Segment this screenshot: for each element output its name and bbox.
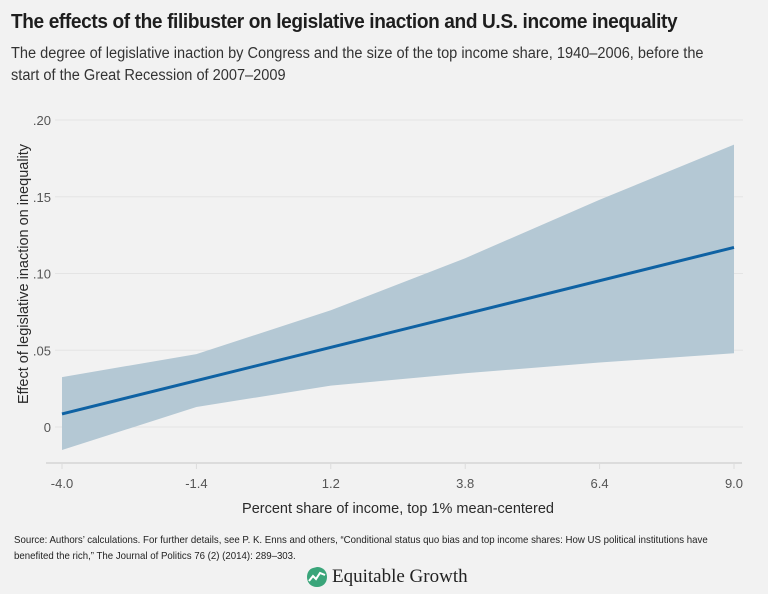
- x-tick-label: 6.4: [591, 476, 609, 491]
- source-note: Source: Authors’ calculations. For furth…: [14, 534, 708, 562]
- y-tick-label: .05: [33, 343, 51, 358]
- y-tick-label: 0: [44, 420, 51, 435]
- chart-subtitle: The degree of legislative inaction by Co…: [11, 45, 704, 84]
- x-tick-label: 9.0: [725, 476, 743, 491]
- growth-chart-leaf-icon: [307, 567, 327, 587]
- x-tick-label: -1.4: [185, 476, 207, 491]
- y-axis-label: Effect of legislative inaction on inequa…: [16, 143, 32, 404]
- y-tick-label: .20: [33, 113, 51, 128]
- y-tick-label: .15: [33, 190, 51, 205]
- y-tick-label: .10: [33, 267, 51, 282]
- x-tick-label: 3.8: [456, 476, 474, 491]
- x-axis-label: Percent share of income, top 1% mean-cen…: [242, 501, 554, 517]
- x-tick-label: -4.0: [51, 476, 73, 491]
- confidence-band: [62, 144, 734, 450]
- chart-svg: -4.0 -1.4 1.2 3.8 6.4 9.0 0 .05 .10 .15 .20 Perce…: [16, 113, 743, 517]
- logo-text: Equitable Growth: [332, 566, 468, 587]
- chart-title: The effects of the filibuster on legisla…: [11, 10, 678, 33]
- y-ticks: 0 .05 .10 .15 .20: [33, 113, 51, 435]
- x-ticks: -4.0 -1.4 1.2 3.8 6.4 9.0: [51, 464, 743, 491]
- equitable-growth-logo: Equitable Growth: [306, 566, 468, 588]
- x-tick-label: 1.2: [322, 476, 340, 491]
- series-line-marginal-effect: [61, 245, 735, 416]
